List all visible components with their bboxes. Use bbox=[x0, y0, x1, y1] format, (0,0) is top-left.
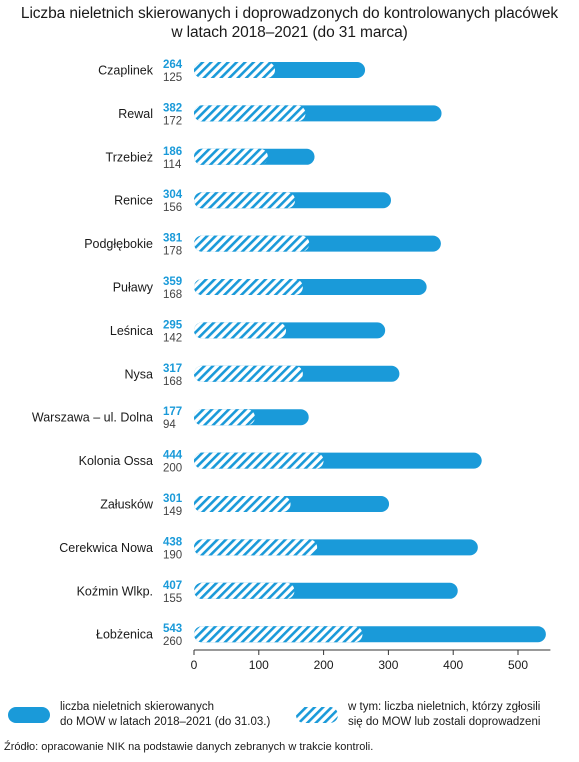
bar-reported-12 bbox=[194, 582, 295, 599]
chart-title-line-2: w latach 2018–2021 (do 31 marca) bbox=[171, 24, 408, 41]
category-label-3: Renice bbox=[114, 194, 153, 208]
bar-reported-13 bbox=[194, 626, 363, 643]
value-label-reported-7: 168 bbox=[163, 376, 182, 388]
category-label-13: Łobżenica bbox=[96, 628, 153, 642]
value-label-total-3: 304 bbox=[163, 189, 183, 201]
category-label-7: Nysa bbox=[125, 367, 154, 381]
x-tick-label-500: 500 bbox=[508, 658, 528, 672]
legend-item-reported: w tym: liczba nieletnich, którzy zgłosil… bbox=[296, 700, 540, 730]
value-label-reported-4: 178 bbox=[163, 246, 182, 258]
value-label-reported-9: 200 bbox=[163, 463, 182, 475]
value-label-reported-3: 156 bbox=[163, 202, 182, 214]
category-label-5: Puławy bbox=[113, 281, 154, 295]
category-label-4: Podgłębokie bbox=[84, 237, 153, 251]
value-label-total-11: 438 bbox=[163, 536, 183, 548]
legend-swatch-solid bbox=[8, 707, 50, 723]
category-label-12: Koźmin Wlkp. bbox=[77, 584, 153, 598]
bar-reported-0 bbox=[194, 62, 275, 78]
value-label-reported-11: 190 bbox=[163, 549, 182, 561]
value-label-total-8: 177 bbox=[163, 406, 182, 418]
value-label-total-5: 359 bbox=[163, 276, 182, 288]
bar-reported-6 bbox=[194, 322, 287, 339]
value-label-reported-2: 114 bbox=[163, 159, 182, 171]
category-label-10: Załusków bbox=[100, 498, 154, 512]
bar-reported-8 bbox=[194, 409, 255, 426]
value-label-total-4: 381 bbox=[163, 233, 183, 245]
value-label-reported-5: 168 bbox=[163, 289, 182, 301]
legend-swatch-hatched bbox=[296, 707, 338, 723]
bar-reported-1 bbox=[194, 105, 306, 122]
bar-reported-2 bbox=[194, 148, 268, 165]
bar-reported-5 bbox=[194, 279, 303, 295]
value-label-reported-10: 149 bbox=[163, 506, 182, 518]
category-label-11: Cerekwica Nowa bbox=[59, 541, 153, 555]
value-label-total-10: 301 bbox=[163, 493, 183, 505]
value-label-total-9: 444 bbox=[163, 450, 183, 462]
x-tick-label-0: 0 bbox=[191, 658, 198, 672]
chart-title: Liczba nieletnich skierowanych i doprowa… bbox=[0, 4, 579, 42]
value-label-total-12: 407 bbox=[163, 580, 182, 592]
bar-reported-11 bbox=[194, 539, 318, 556]
value-label-reported-12: 155 bbox=[163, 593, 182, 605]
chart-title-line-1: Liczba nieletnich skierowanych i doprowa… bbox=[20, 5, 559, 22]
bar-reported-7 bbox=[194, 365, 303, 382]
bar-reported-3 bbox=[194, 192, 296, 209]
value-label-total-1: 382 bbox=[163, 102, 182, 114]
category-label-8: Warszawa – ul. Dolna bbox=[32, 411, 153, 425]
value-label-total-13: 543 bbox=[163, 623, 182, 635]
value-label-total-7: 317 bbox=[163, 363, 182, 375]
source-note: Źródło: opracowanie NIK na podstawie dan… bbox=[4, 741, 374, 753]
category-label-1: Rewal bbox=[118, 107, 153, 121]
legend-label-reported: w tym: liczba nieletnich, którzy zgłosil… bbox=[348, 701, 541, 728]
value-label-total-2: 186 bbox=[163, 146, 182, 158]
value-label-reported-0: 125 bbox=[163, 72, 182, 84]
value-label-reported-6: 142 bbox=[163, 332, 182, 344]
value-label-total-0: 264 bbox=[163, 59, 183, 71]
legend-item-total: liczba nieletnich skierowanych do MOW w … bbox=[8, 700, 270, 730]
bar-reported-9 bbox=[194, 452, 324, 469]
value-label-total-6: 295 bbox=[163, 319, 183, 331]
category-label-6: Leśnica bbox=[110, 324, 153, 338]
x-tick-label-300: 300 bbox=[378, 658, 398, 672]
value-label-reported-13: 260 bbox=[163, 636, 182, 648]
value-label-reported-8: 94 bbox=[163, 419, 176, 431]
category-label-9: Kolonia Ossa bbox=[79, 454, 153, 468]
x-tick-label-400: 400 bbox=[443, 658, 463, 672]
category-label-0: Czaplinek bbox=[98, 64, 154, 78]
legend-label-total: liczba nieletnich skierowanych do MOW w … bbox=[60, 701, 271, 728]
bar-reported-4 bbox=[194, 235, 310, 252]
x-tick-label-200: 200 bbox=[314, 658, 334, 672]
category-label-2: Trzebież bbox=[106, 150, 153, 164]
bar-reported-10 bbox=[194, 496, 291, 512]
value-label-reported-1: 172 bbox=[163, 115, 182, 127]
x-tick-label-100: 100 bbox=[249, 658, 269, 672]
